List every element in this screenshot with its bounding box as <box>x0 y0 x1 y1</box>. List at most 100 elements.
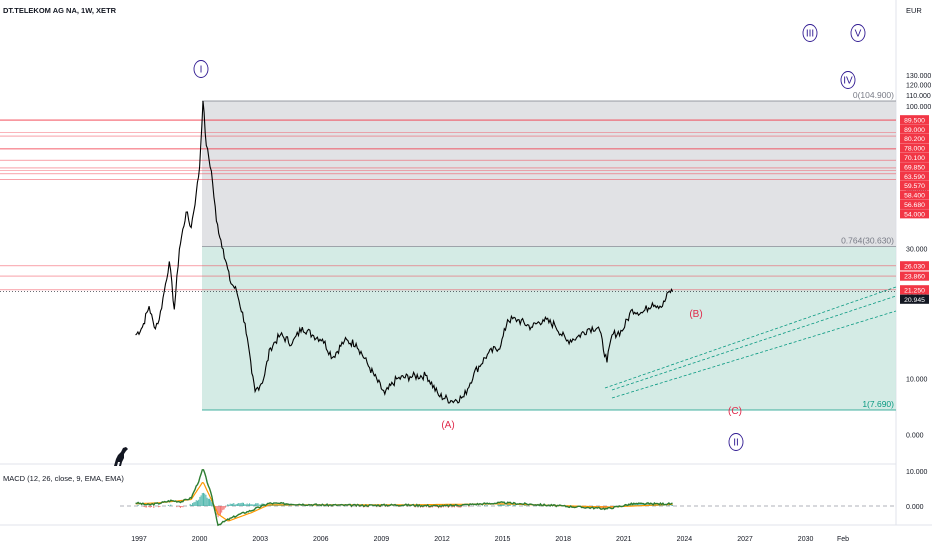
macd-histogram-bar <box>200 495 202 506</box>
macd-histogram-bar <box>190 504 192 506</box>
wave-circle-icon <box>802 24 818 42</box>
macd-histogram-bar <box>170 504 172 506</box>
macd-histogram-bar <box>253 504 255 506</box>
macd-histogram-bar <box>232 503 234 506</box>
current-price-tag <box>900 294 929 304</box>
macd-histogram-bar <box>503 504 505 506</box>
macd-histogram-bar <box>286 505 288 506</box>
macd-histogram-bar <box>234 504 236 506</box>
corrective-wave-label: (B) <box>689 309 702 320</box>
macd-histogram-bar <box>525 505 527 506</box>
macd-histogram-bar <box>149 506 151 508</box>
macd-histogram-bar <box>159 506 161 507</box>
macd-histogram-bar <box>224 506 226 508</box>
y-tick-label: 0.000 <box>906 433 924 440</box>
x-tick-label: 2000 <box>192 536 208 543</box>
macd-histogram-bar <box>146 506 148 508</box>
macd-histogram-bar <box>182 506 184 508</box>
wave-circle-icon <box>840 71 856 89</box>
macd-histogram-bar <box>205 494 207 506</box>
x-tick-label: Feb <box>837 536 849 543</box>
time-axis-ticks: 1997 2000 2003 2006 2009 2012 2015 2018 2021 2024… <box>131 536 849 543</box>
corrective-wave-label: (C) <box>728 406 742 417</box>
macd-histogram-bar <box>201 493 203 506</box>
tag-label: 21.250 <box>904 287 925 294</box>
macd-histogram-bar <box>240 502 242 506</box>
macd-histogram-bar <box>498 504 500 506</box>
macd-histogram-bar <box>459 506 461 508</box>
macd-histogram-bar <box>638 503 640 506</box>
macd-histogram-bar <box>261 503 263 506</box>
macd-histogram-bar <box>192 503 194 506</box>
macd-histogram-bar <box>434 506 436 507</box>
y-tick-label: 130.000 <box>906 73 931 80</box>
macd-histogram-bar <box>209 498 211 506</box>
macd-histogram-bar <box>630 503 632 506</box>
resistance-tag <box>900 115 929 125</box>
macd-histogram-bar <box>633 503 635 506</box>
tag-label: 69.850 <box>904 164 925 171</box>
macd-histogram-bar <box>241 502 243 506</box>
macd-histogram-bar <box>497 504 499 506</box>
macd-histogram-bar <box>228 504 230 506</box>
macd-histogram-bar <box>449 506 451 507</box>
macd-histogram-bar <box>635 503 637 506</box>
macd-histogram-bar <box>233 503 235 506</box>
macd-histogram-bar <box>499 504 501 506</box>
macd-histogram-bar <box>452 506 454 508</box>
resistance-tag <box>900 124 929 134</box>
macd-histogram-bar <box>218 506 220 516</box>
tag-label: 59.570 <box>904 183 925 190</box>
macd-histogram-bar <box>502 504 504 506</box>
macd-histogram-bar <box>235 504 237 506</box>
macd-label: MACD (12, 26, close, 9, EMA, EMA) <box>3 474 124 483</box>
wave-label: I <box>200 65 203 76</box>
macd-histogram-bar <box>176 506 178 508</box>
macd-histogram-bar <box>179 506 181 508</box>
macd-histogram-bar <box>258 504 260 506</box>
resistance-tag <box>900 285 929 295</box>
macd-histogram-bar <box>442 506 444 508</box>
macd-histogram-bar <box>137 504 139 506</box>
macd-histogram-bar <box>642 503 644 506</box>
macd-histogram-bar <box>252 504 254 506</box>
macd-histogram-bar <box>445 506 447 508</box>
price-line <box>135 100 674 404</box>
macd-histogram-bar <box>302 505 304 506</box>
macd-histogram-bar <box>144 506 146 508</box>
wave-label: IV <box>843 76 853 87</box>
tag-label: 26.030 <box>904 263 925 270</box>
macd-histogram-bar <box>672 504 674 506</box>
y-tick-label: 10.000 <box>906 376 928 383</box>
x-tick-label: 2006 <box>313 536 329 543</box>
x-tick-label: 2027 <box>737 536 753 543</box>
macd-histogram-bar <box>636 504 638 506</box>
macd-histogram-bar <box>167 504 169 506</box>
macd-histogram-bar <box>257 503 259 506</box>
x-tick-label: 2021 <box>616 536 632 543</box>
macd-histogram-bar <box>199 496 201 506</box>
tag-label: 89.500 <box>904 117 925 124</box>
macd-histogram-bar <box>326 505 328 506</box>
macd-histogram-bar <box>255 503 257 506</box>
macd-histogram-bar <box>513 504 515 506</box>
macd-histogram-bar <box>250 504 252 506</box>
macd-histogram-bar <box>458 506 460 508</box>
wave-label: III <box>806 29 814 40</box>
macd-histogram-bar <box>158 506 160 508</box>
x-tick-label: 2024 <box>677 536 693 543</box>
macd-histogram-bar <box>430 506 432 508</box>
x-tick-label: 2030 <box>798 536 814 543</box>
macd-histogram-bar <box>634 504 636 506</box>
trend-channel-line <box>611 310 897 399</box>
resistance-tag <box>900 162 929 172</box>
macd-histogram-bar <box>509 504 511 506</box>
resistance-tag <box>900 261 929 271</box>
macd-histogram-bar <box>211 502 213 506</box>
x-tick-label: 2003 <box>252 536 268 543</box>
wave-label: II <box>733 438 739 449</box>
x-tick-label: 1997 <box>131 536 147 543</box>
fib-level-label: 0.764(30.630) <box>841 236 894 246</box>
macd-histogram-bar <box>196 500 198 506</box>
